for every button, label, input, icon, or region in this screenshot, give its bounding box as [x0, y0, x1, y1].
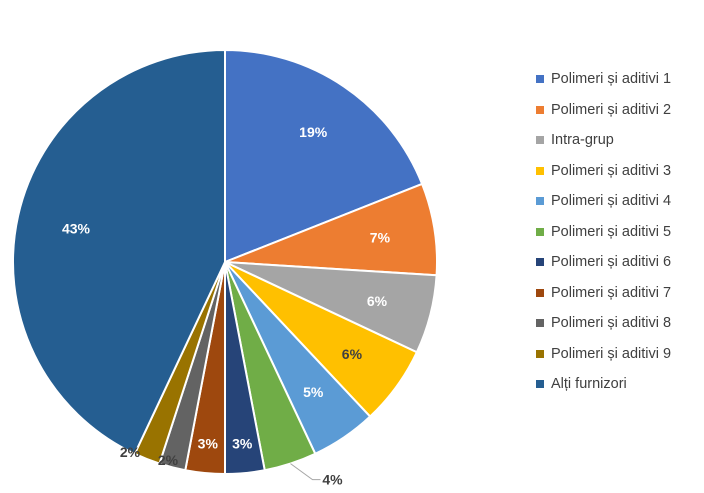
- data-label-4: 6%: [342, 346, 363, 362]
- legend-label: Polimeri și aditivi 9: [551, 345, 672, 362]
- legend-entry-3: Intra-grup: [536, 125, 671, 156]
- legend-label: Intra-grup: [551, 132, 614, 149]
- legend-swatch: [536, 288, 544, 297]
- legend-swatch: [536, 197, 544, 206]
- legend-label: Polimeri și aditivi 8: [551, 315, 672, 332]
- legend-label: Polimeri și aditivi 7: [551, 284, 672, 301]
- legend-entry-2: Polimeri și aditivi 2: [536, 95, 671, 126]
- legend-swatch: [536, 227, 544, 236]
- legend-swatch: [536, 75, 544, 84]
- data-label-11: 43%: [62, 221, 91, 237]
- legend-entry-7: Polimeri și aditivi 6: [536, 247, 671, 278]
- leader-lines: [290, 463, 321, 481]
- legend-entry-8: Polimeri și aditivi 7: [536, 278, 671, 309]
- leader-line-6: [290, 463, 321, 481]
- legend-swatch: [536, 319, 544, 328]
- legend-swatch: [536, 166, 544, 175]
- legend-entry-6: Polimeri și aditivi 5: [536, 217, 671, 248]
- legend-entry-10: Polimeri și aditivi 9: [536, 339, 671, 370]
- legend-swatch: [536, 349, 544, 358]
- legend-label: Polimeri și aditivi 3: [551, 162, 672, 179]
- legend-label: Polimeri și aditivi 2: [551, 101, 672, 118]
- legend-entry-9: Polimeri și aditivi 8: [536, 308, 671, 339]
- data-label-3: 6%: [367, 293, 388, 309]
- legend-entry-5: Polimeri și aditivi 4: [536, 186, 671, 217]
- data-label-1: 19%: [299, 124, 328, 140]
- data-label-7: 3%: [232, 436, 253, 452]
- legend-label: Alți furnizori: [551, 376, 627, 393]
- legend-label: Polimeri și aditivi 5: [551, 223, 672, 240]
- legend-label: Polimeri și aditivi 6: [551, 254, 672, 271]
- pie-slice-11: [12, 48, 226, 456]
- data-label-8: 3%: [198, 436, 219, 452]
- legend-swatch: [536, 258, 544, 267]
- data-label-2: 7%: [370, 230, 391, 246]
- legend-swatch: [536, 105, 544, 114]
- legend-swatch: [536, 380, 544, 389]
- data-label-5: 5%: [303, 384, 324, 400]
- data-label-6: 4%: [322, 472, 343, 488]
- data-label-9: 2%: [158, 452, 179, 468]
- legend-swatch: [536, 136, 544, 145]
- data-labels: 19% 7% 6% 6% 5% 4% 3% 3% 2% 2% 43%: [62, 124, 391, 487]
- pie-slices: [12, 48, 438, 476]
- legend-entry-11: Alți furnizori: [536, 369, 671, 400]
- legend-label: Polimeri și aditivi 1: [551, 71, 672, 88]
- pie-slice-1: [224, 48, 424, 264]
- legend-label: Polimeri și aditivi 4: [551, 193, 672, 210]
- legend-entry-4: Polimeri și aditivi 3: [536, 156, 671, 187]
- legend-entry-1: Polimeri și aditivi 1: [536, 64, 671, 95]
- legend: Polimeri și aditivi 1 Polimeri și aditivi…: [536, 64, 671, 400]
- data-label-10: 2%: [120, 444, 141, 460]
